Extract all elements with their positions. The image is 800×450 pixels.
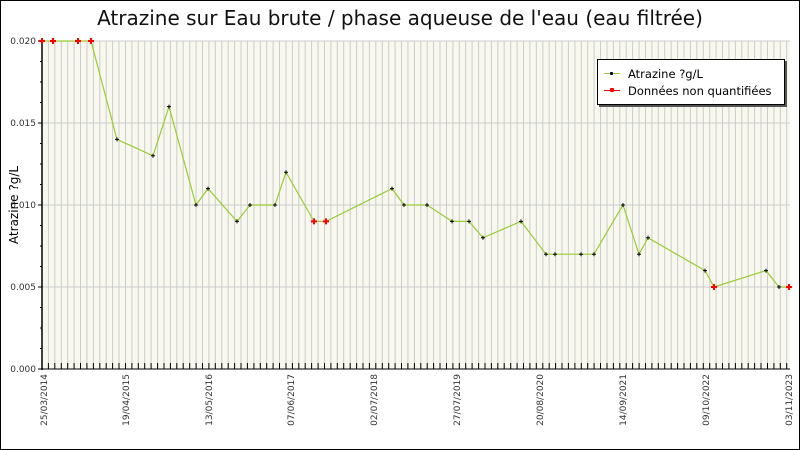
non-quantified-marker <box>75 38 81 44</box>
y-tick-label: 0.020 <box>10 37 36 47</box>
x-tick-label: 25/03/2014 <box>40 374 50 426</box>
legend-item-non-quantified: Données non quantifiées <box>604 83 772 99</box>
x-tick-label: 09/10/2022 <box>702 374 712 426</box>
non-quantified-marker <box>786 284 792 290</box>
chart-title: Atrazine sur Eau brute / phase aqueuse d… <box>97 6 703 30</box>
non-quantified-marker <box>39 38 45 44</box>
legend-line-marker-icon <box>604 69 620 79</box>
legend-label: Atrazine ?g/L <box>628 67 703 81</box>
data-point-marker <box>402 203 406 207</box>
data-point-marker <box>519 219 523 224</box>
y-tick-label: 0.015 <box>10 119 36 129</box>
legend-red-marker-icon <box>604 86 620 96</box>
data-point-marker <box>390 186 394 191</box>
y-tick-label: 0.010 <box>10 201 36 211</box>
x-tick-label: 19/04/2015 <box>122 374 132 426</box>
data-point-marker <box>194 203 198 207</box>
non-quantified-marker <box>323 218 329 225</box>
data-point-marker <box>167 104 171 109</box>
data-point-marker <box>206 186 210 191</box>
legend-label: Données non quantifiées <box>628 84 772 98</box>
data-point-marker <box>764 268 768 273</box>
data-point-marker <box>151 153 155 158</box>
x-tick-label: 03/11/2023 <box>785 374 795 426</box>
x-tick-label: 27/07/2019 <box>453 374 463 426</box>
y-axis-title: Atrazine ?g/L <box>7 166 21 244</box>
data-point-marker <box>425 203 429 207</box>
data-point-marker <box>621 203 625 207</box>
x-tick-label: 14/09/2021 <box>619 374 629 426</box>
data-point-marker <box>592 252 596 257</box>
data-point-marker <box>637 252 641 257</box>
legend-item-atrazine: Atrazine ?g/L <box>604 66 703 82</box>
data-point-marker <box>248 203 252 207</box>
x-tick-label: 20/08/2020 <box>536 374 546 426</box>
non-quantified-marker <box>711 284 717 290</box>
data-point-marker <box>703 268 707 273</box>
data-point-marker <box>646 235 650 240</box>
y-tick-label: 0.000 <box>10 365 36 375</box>
data-point-marker <box>777 285 781 289</box>
chart-legend: Atrazine ?g/L Données non quantifiées <box>597 59 785 105</box>
atrazine-line <box>42 40 789 288</box>
x-tick-label: 13/05/2016 <box>205 374 215 426</box>
x-tick-label: 02/07/2018 <box>370 374 380 426</box>
data-point-marker <box>553 252 557 257</box>
data-point-marker <box>235 219 239 224</box>
data-point-marker <box>579 252 583 257</box>
data-point-marker <box>450 219 454 224</box>
data-point-marker <box>481 235 485 240</box>
data-point-marker <box>115 137 119 142</box>
data-point-marker <box>544 252 548 257</box>
data-point-marker <box>284 170 288 175</box>
x-tick-label: 07/06/2017 <box>287 374 297 426</box>
y-tick-label: 0.005 <box>10 283 36 293</box>
non-quantified-marker <box>88 38 94 44</box>
non-quantified-marker <box>50 38 56 44</box>
non-quantified-marker <box>311 218 317 225</box>
data-point-marker <box>273 203 277 207</box>
data-point-marker <box>467 219 471 224</box>
